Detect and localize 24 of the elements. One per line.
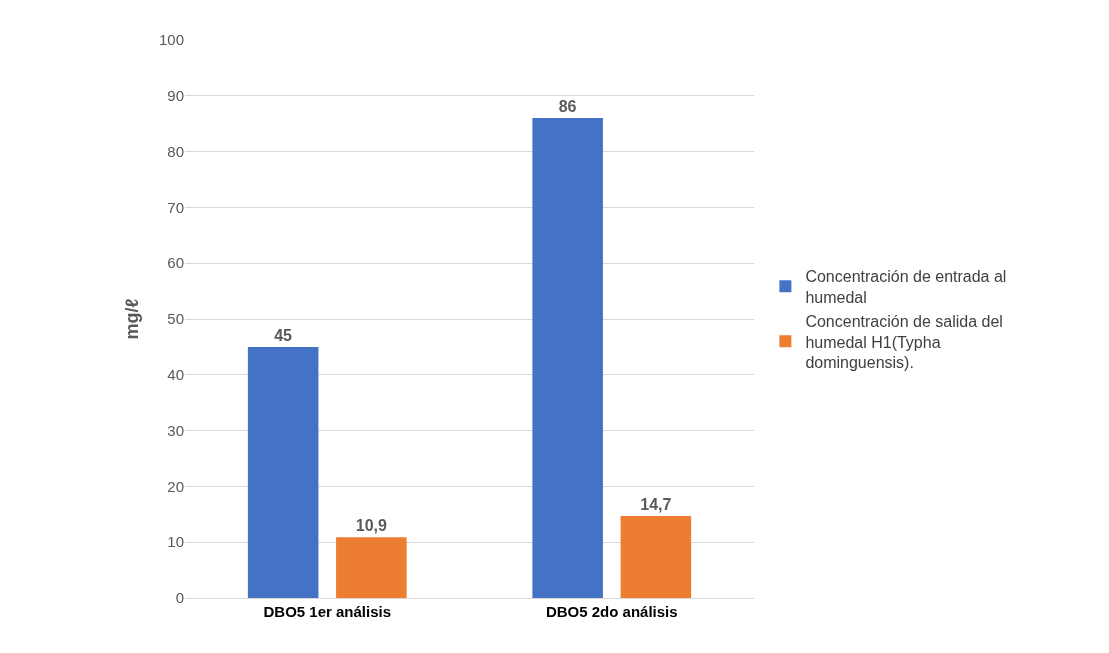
bar: [247, 346, 319, 598]
legend-label: Concentración de entrada al humedal: [805, 268, 1007, 306]
x-tick-label: DBO5 1er análisis: [263, 603, 392, 620]
data-label: 14,7: [640, 495, 672, 513]
y-tick-label: 100: [158, 31, 184, 49]
y-tick-label: 70: [167, 198, 184, 216]
y-tick-label: 10: [167, 533, 184, 551]
bar: [532, 118, 603, 598]
y-tick-label: 30: [167, 421, 184, 439]
data-label: 86: [558, 98, 577, 116]
bar: [336, 537, 407, 598]
legend-label: Concentración de salida del humedal H1(Typha dominguensis).: [805, 312, 1003, 372]
x-tick-label: DBO5 2do análisis: [545, 603, 678, 620]
data-label: 45: [274, 326, 293, 344]
y-tick-label: 0: [175, 589, 184, 607]
y-tick-label: 50: [167, 310, 184, 328]
bar: [620, 515, 692, 598]
y-axis-title: mg/ℓ: [122, 298, 143, 340]
y-tick-label: 80: [167, 142, 184, 160]
y-tick-label: 40: [167, 366, 184, 384]
data-label: 10,9: [355, 517, 387, 535]
y-tick-label: 90: [167, 87, 184, 105]
y-tick-label: 20: [167, 477, 184, 495]
y-tick-label: 60: [167, 254, 184, 272]
